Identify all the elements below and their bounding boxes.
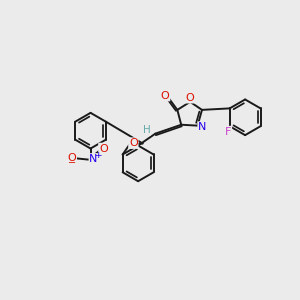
Text: O: O bbox=[161, 91, 170, 100]
Text: H: H bbox=[142, 125, 150, 135]
Text: O: O bbox=[99, 143, 108, 154]
Text: O: O bbox=[186, 93, 194, 103]
Text: N: N bbox=[89, 154, 98, 164]
Text: O: O bbox=[68, 153, 76, 163]
Text: F: F bbox=[225, 127, 231, 136]
Text: +: + bbox=[94, 151, 102, 160]
Text: O: O bbox=[129, 138, 138, 148]
Text: −: − bbox=[68, 158, 76, 168]
Text: N: N bbox=[198, 122, 206, 132]
